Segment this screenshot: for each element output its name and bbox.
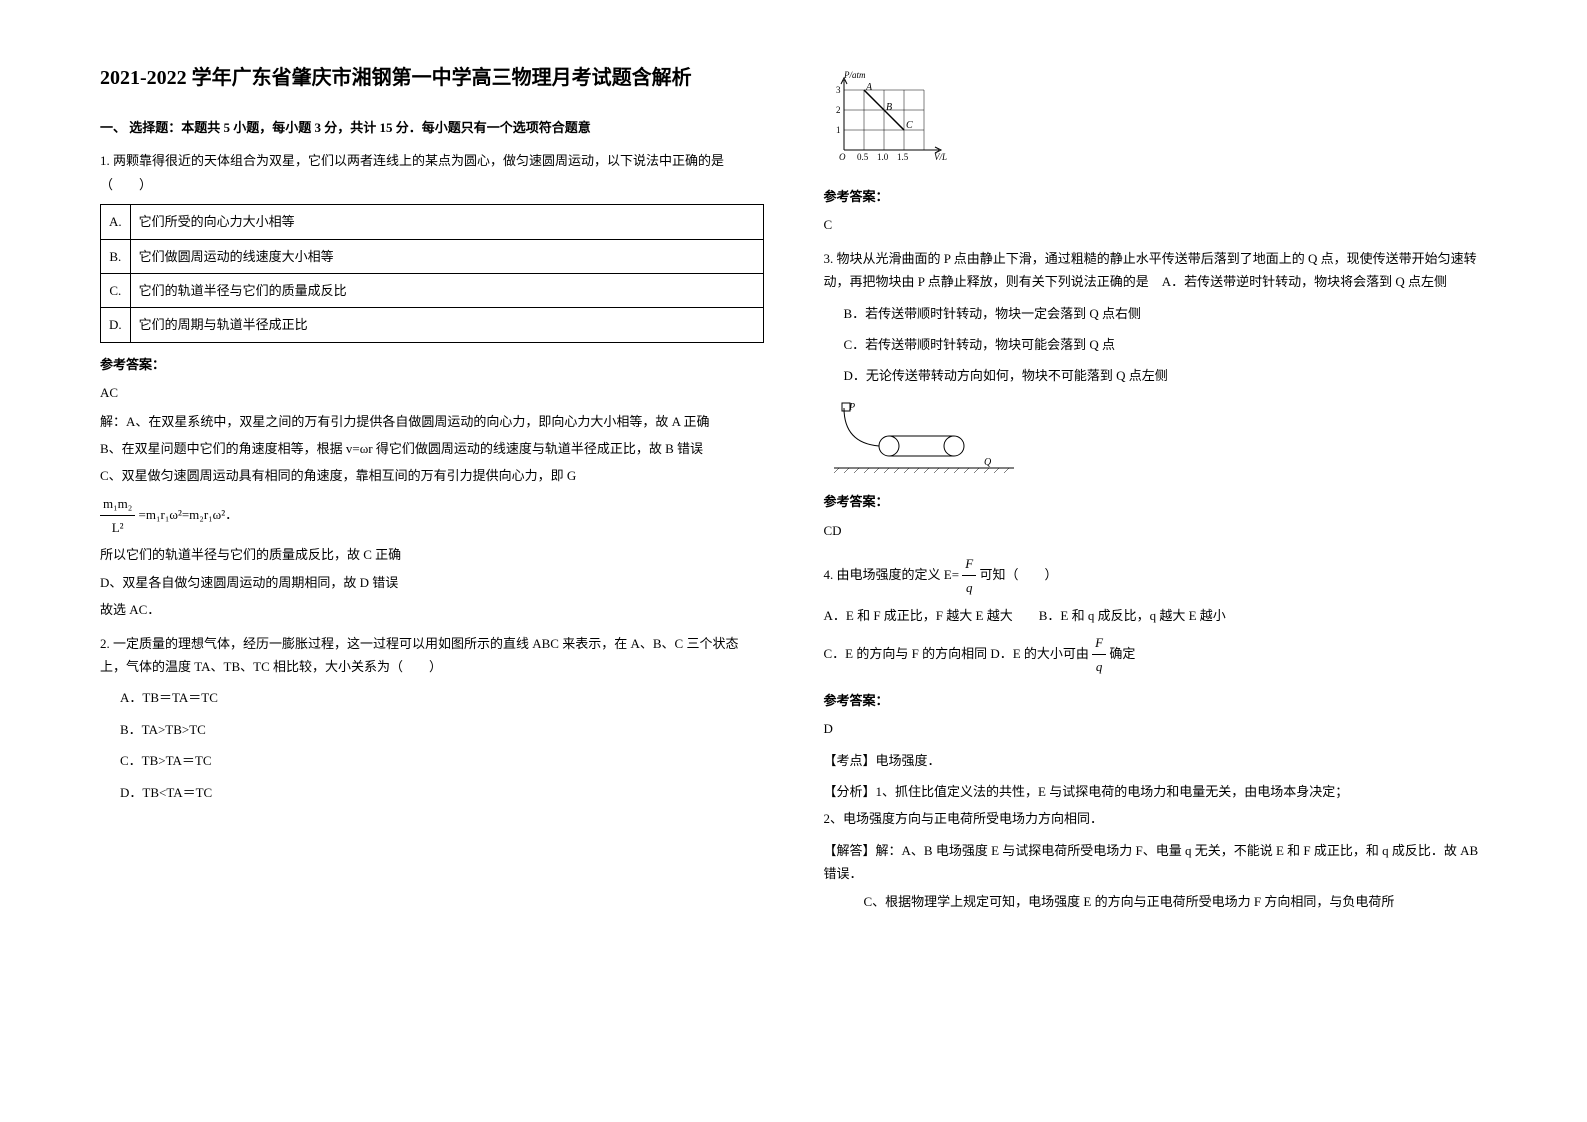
kaodian-text: 电场强度． xyxy=(876,753,941,768)
explanation-line: 解：A、在双星系统中，双星之间的万有引力提供各自做圆周运动的向心力，即向心力大小… xyxy=(100,410,764,433)
page-container: 2021-2022 学年广东省肇庆市湘钢第一中学高三物理月考试题含解析 一、 选… xyxy=(100,60,1487,923)
svg-text:2: 2 xyxy=(836,105,841,115)
q3-option: D．无论传送带转动方向如何，物块不可能落到 Q 点左侧 xyxy=(824,364,1488,387)
q4-stem: 4. 由电场强度的定义 E= F q 可知（ ） xyxy=(824,552,1488,600)
answer-label: 参考答案： xyxy=(824,689,1488,712)
jieda-label: 【解答】 xyxy=(824,843,876,858)
q3-option: C．若传送带顺时针转动，物块可能会落到 Q 点 xyxy=(824,333,1488,356)
q4-option-cd: C．E 的方向与 F 的方向相同 D．E 的大小可由 F q 确定 xyxy=(824,631,1488,679)
opt-label: C. xyxy=(101,273,131,307)
right-column: 1 2 3 O 0.5 1.0 1.5 P/atm V/L A B C 参考答案… xyxy=(824,60,1488,923)
table-row: D. 它们的周期与轨道半径成正比 xyxy=(101,308,764,342)
table-row: A. 它们所受的向心力大小相等 xyxy=(101,205,764,239)
svg-text:O: O xyxy=(839,152,846,162)
diagram-svg: P xyxy=(824,398,1024,473)
explanation-line: 故选 AC． xyxy=(100,598,764,621)
svg-text:C: C xyxy=(906,120,913,131)
question-1: 1. 两颗靠得很近的天体组合为双星，它们以两者连线上的某点为圆心，做匀速圆周运动… xyxy=(100,149,764,621)
q2-option: C．TB>TA＝TC xyxy=(100,749,764,772)
chart-svg: 1 2 3 O 0.5 1.0 1.5 P/atm V/L A B C xyxy=(824,70,954,170)
svg-text:P/atm: P/atm xyxy=(843,70,866,80)
question-3: 3. 物块从光滑曲面的 P 点由静止下滑，通过粗糙的静止水平传送带后落到了地面上… xyxy=(824,247,1488,388)
svg-text:1.0: 1.0 xyxy=(877,152,889,162)
opt-label: D. xyxy=(101,308,131,342)
q2-option: B．TA>TB>TC xyxy=(100,718,764,741)
opt-text: 它们做圆周运动的线速度大小相等 xyxy=(130,239,763,273)
jieda-text: 解：A、B 电场强度 E 与试探电荷所受电场力 F、电量 q 无关，不能说 E … xyxy=(824,843,1479,881)
q2-option: A．TB＝TA＝TC xyxy=(100,686,764,709)
q4-opt-cd-text: C．E 的方向与 F 的方向相同 D．E 的大小可由 xyxy=(824,646,1089,661)
opt-label: B. xyxy=(101,239,131,273)
fraction-icon: F q xyxy=(962,552,976,600)
q3-option: B．若传送带顺时针转动，物块一定会落到 Q 点右侧 xyxy=(824,302,1488,325)
question-2: 2. 一定质量的理想气体，经历一膨胀过程，这一过程可以用如图所示的直线 ABC … xyxy=(100,632,764,804)
explanation-line: D、双星各自做匀速圆周运动的周期相同，故 D 错误 xyxy=(100,571,764,594)
q3-answer: CD xyxy=(824,519,1488,542)
q1-options-table: A. 它们所受的向心力大小相等 B. 它们做圆周运动的线速度大小相等 C. 它们… xyxy=(100,204,764,343)
answer-label: 参考答案： xyxy=(824,185,1488,208)
svg-text:3: 3 xyxy=(836,85,841,95)
q4-opt-d-suffix: 确定 xyxy=(1109,646,1135,661)
kaodian-label: 【考点】 xyxy=(824,753,876,768)
fenxi-label: 【分析】 xyxy=(824,784,876,799)
fenxi-text: 1、抓住比值定义法的共性，E 与试探电荷的电场力和电量无关，由电场本身决定； xyxy=(876,784,1349,799)
kaodian: 【考点】电场强度． xyxy=(824,749,1488,772)
fenxi: 【分析】1、抓住比值定义法的共性，E 与试探电荷的电场力和电量无关，由电场本身决… xyxy=(824,780,1488,803)
left-column: 2021-2022 学年广东省肇庆市湘钢第一中学高三物理月考试题含解析 一、 选… xyxy=(100,60,764,923)
q4-answer: D xyxy=(824,717,1488,740)
answer-label: 参考答案： xyxy=(824,490,1488,513)
svg-text:1.5: 1.5 xyxy=(897,152,909,162)
svg-text:0.5: 0.5 xyxy=(857,152,869,162)
q2-stem: 2. 一定质量的理想气体，经历一膨胀过程，这一过程可以用如图所示的直线 ABC … xyxy=(100,632,764,679)
fraction-icon: m₁m₂ L² xyxy=(100,492,135,540)
opt-text: 它们的轨道半径与它们的质量成反比 xyxy=(130,273,763,307)
explanation-line: B、在双星问题中它们的角速度相等，根据 v=ωr 得它们做圆周运动的线速度与轨道… xyxy=(100,437,764,460)
jieda-line2: C、根据物理学上规定可知，电场强度 E 的方向与正电荷所受电场力 F 方向相同，… xyxy=(824,890,1488,913)
formula-text: =m₁r₁ω²=m₂r₁ω²． xyxy=(139,507,239,522)
opt-text: 它们所受的向心力大小相等 xyxy=(130,205,763,239)
q1-stem: 1. 两颗靠得很近的天体组合为双星，它们以两者连线上的某点为圆心，做匀速圆周运动… xyxy=(100,149,764,196)
opt-label: A. xyxy=(101,205,131,239)
q4-stem-prefix: 4. 由电场强度的定义 E= xyxy=(824,567,960,582)
section-header: 一、 选择题：本题共 5 小题，每小题 3 分，共计 15 分．每小题只有一个选… xyxy=(100,116,764,139)
formula-line: m₁m₂ L² =m₁r₁ω²=m₂r₁ω²． xyxy=(100,492,764,540)
fenxi-line2: 2、电场强度方向与正电荷所受电场力方向相同． xyxy=(824,807,1488,830)
q4-stem-suffix: 可知（ ） xyxy=(979,567,1057,582)
table-row: B. 它们做圆周运动的线速度大小相等 xyxy=(101,239,764,273)
conveyor-diagram: P xyxy=(824,398,1488,480)
q4-option-ab: A．E 和 F 成正比，F 越大 E 越大 B．E 和 q 成反比，q 越大 E… xyxy=(824,604,1488,627)
question-4: 4. 由电场强度的定义 E= F q 可知（ ） A．E 和 F 成正比，F 越… xyxy=(824,552,1488,913)
fraction-icon: F q xyxy=(1092,631,1106,679)
svg-text:1: 1 xyxy=(836,125,841,135)
pv-chart: 1 2 3 O 0.5 1.0 1.5 P/atm V/L A B C xyxy=(824,70,1488,170)
document-title: 2021-2022 学年广东省肇庆市湘钢第一中学高三物理月考试题含解析 xyxy=(100,60,764,96)
svg-text:B: B xyxy=(886,102,892,113)
explanation-line: 所以它们的轨道半径与它们的质量成反比，故 C 正确 xyxy=(100,543,764,566)
table-row: C. 它们的轨道半径与它们的质量成反比 xyxy=(101,273,764,307)
q3-stem: 3. 物块从光滑曲面的 P 点由静止下滑，通过粗糙的静止水平传送带后落到了地面上… xyxy=(824,247,1488,294)
q2-answer: C xyxy=(824,213,1488,236)
q2-option: D．TB<TA＝TC xyxy=(100,781,764,804)
q1-answer: AC xyxy=(100,381,764,404)
svg-text:Q: Q xyxy=(984,457,992,468)
explanation-line: C、双星做匀速圆周运动具有相同的角速度，靠相互间的万有引力提供向心力，即 G xyxy=(100,464,764,487)
opt-text: 它们的周期与轨道半径成正比 xyxy=(130,308,763,342)
answer-label: 参考答案： xyxy=(100,353,764,376)
jieda: 【解答】解：A、B 电场强度 E 与试探电荷所受电场力 F、电量 q 无关，不能… xyxy=(824,839,1488,886)
svg-text:V/L: V/L xyxy=(934,152,947,162)
svg-text:A: A xyxy=(865,82,873,93)
